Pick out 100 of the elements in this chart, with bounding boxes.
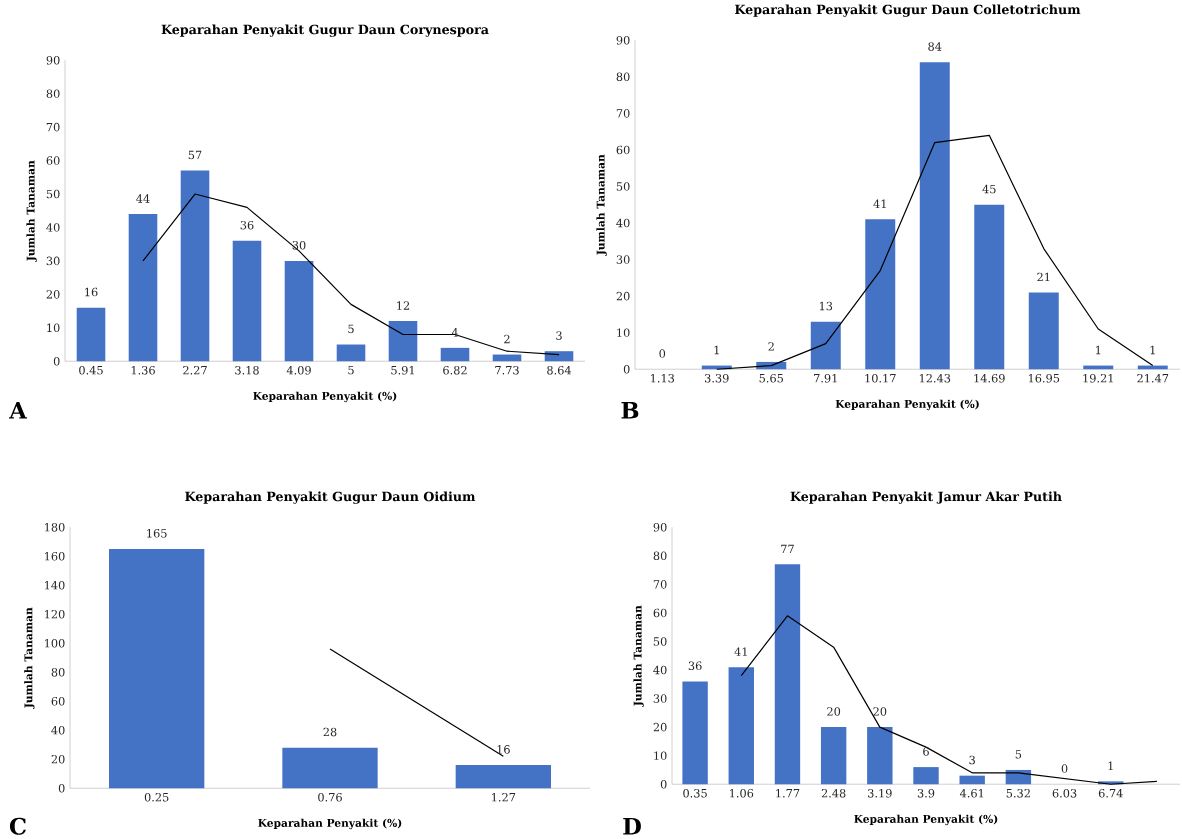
data-label: 21 bbox=[1037, 272, 1050, 281]
x-tick-label: 7.91 bbox=[814, 373, 837, 383]
data-label: 2 bbox=[504, 334, 510, 344]
data-label: 3 bbox=[556, 331, 562, 340]
y-tick-label: 60 bbox=[653, 608, 667, 618]
x-tick-label: 14.69 bbox=[974, 373, 1005, 383]
data-label: 16 bbox=[497, 744, 510, 754]
y-tick-label: 0 bbox=[53, 356, 60, 366]
x-tick-label: 5.32 bbox=[1006, 788, 1030, 798]
x-tick-label: 10.17 bbox=[865, 373, 896, 383]
x-tick-label: 4.61 bbox=[959, 788, 984, 798]
bar bbox=[728, 667, 754, 785]
bar bbox=[682, 681, 708, 785]
text: B bbox=[621, 401, 639, 419]
bar bbox=[128, 213, 158, 362]
data-label: 0 bbox=[1061, 764, 1068, 773]
x-tick-label: 3.19 bbox=[868, 788, 892, 798]
y-axis-title: Jumlah Tanaman bbox=[24, 607, 35, 709]
y-tick-label: 100 bbox=[45, 638, 65, 648]
text: A bbox=[9, 401, 28, 419]
y-tick-label: 10 bbox=[47, 323, 60, 332]
y-axis-title: Jumlah Tanaman bbox=[596, 154, 607, 256]
x-tick-label: 19.21 bbox=[1083, 373, 1113, 383]
y-axis-title: Jumlah Tanaman bbox=[633, 605, 644, 707]
data-label: 57 bbox=[188, 150, 202, 160]
y-tick-label: 20 bbox=[46, 289, 60, 299]
bar bbox=[865, 219, 896, 370]
y-tick-label: 0 bbox=[660, 779, 667, 789]
x-tick-label: 5 bbox=[348, 365, 354, 375]
chart-title: Keparahan Penyakit Gugur Daun Oidium bbox=[185, 491, 476, 504]
x-axis-title: Keparahan Penyakit (%) bbox=[258, 818, 402, 830]
data-label: 2 bbox=[768, 342, 774, 351]
bar bbox=[232, 240, 262, 362]
data-label: 5 bbox=[1015, 750, 1022, 759]
data-label: 1 bbox=[1108, 761, 1113, 770]
y-tick-label: 140 bbox=[45, 580, 65, 590]
y-tick-label: 80 bbox=[51, 667, 65, 677]
x-tick-label: 6.03 bbox=[1052, 788, 1077, 798]
y-tick-label: 20 bbox=[653, 722, 667, 732]
chart-title: Keparahan Penyakit Jamur Akar Putih bbox=[790, 491, 1062, 504]
bar bbox=[388, 320, 418, 362]
y-tick-label: 50 bbox=[616, 182, 630, 191]
data-label: 1 bbox=[714, 345, 719, 355]
y-tick-label: 10 bbox=[617, 328, 630, 337]
x-tick-label: 3.18 bbox=[235, 365, 259, 375]
bar bbox=[913, 766, 939, 785]
x-tick-label: 12.43 bbox=[919, 373, 951, 383]
y-tick-label: 20 bbox=[616, 291, 630, 301]
bar bbox=[820, 727, 847, 785]
data-label: 1 bbox=[1150, 345, 1155, 355]
bar bbox=[774, 564, 801, 785]
data-label: 30 bbox=[292, 240, 306, 250]
y-tick-label: 70 bbox=[46, 122, 60, 132]
bar bbox=[284, 260, 314, 362]
y-tick-label: 70 bbox=[616, 108, 630, 118]
y-tick-label: 40 bbox=[653, 665, 667, 675]
x-tick-label: 5.91 bbox=[391, 365, 415, 375]
y-tick-label: 0 bbox=[58, 783, 65, 793]
data-label: 77 bbox=[781, 544, 794, 553]
bar bbox=[544, 351, 574, 362]
bar bbox=[109, 548, 205, 789]
x-tick-label: 3.9 bbox=[917, 788, 935, 798]
x-tick-label: 0.76 bbox=[318, 792, 342, 802]
data-label: 12 bbox=[397, 301, 410, 310]
y-tick-label: 40 bbox=[616, 218, 630, 228]
bar bbox=[974, 204, 1005, 370]
line-series bbox=[716, 134, 1154, 370]
y-tick-label: 80 bbox=[46, 89, 60, 98]
y-tick-label: 30 bbox=[653, 694, 667, 703]
data-label: 44 bbox=[136, 194, 150, 203]
x-tick-label: 5.65 bbox=[759, 373, 783, 383]
bar bbox=[455, 764, 551, 789]
bar bbox=[76, 307, 106, 362]
x-tick-label: 21.47 bbox=[1137, 373, 1169, 383]
y-tick-label: 60 bbox=[51, 696, 65, 706]
x-axis-title: Keparahan Penyakit (%) bbox=[854, 814, 998, 826]
data-label: 41 bbox=[734, 647, 747, 656]
x-tick-label: 2.48 bbox=[821, 788, 846, 798]
y-tick-label: 160 bbox=[45, 551, 65, 561]
x-tick-label: 0.35 bbox=[683, 788, 707, 798]
data-label: 13 bbox=[819, 301, 833, 311]
chart-title: Keparahan Penyakit Gugur Daun Colletotrichum bbox=[734, 4, 1081, 17]
y-axis-title: Jumlah Tanaman bbox=[26, 160, 37, 262]
data-label: 36 bbox=[688, 661, 702, 670]
bar bbox=[440, 347, 470, 362]
bar bbox=[1028, 292, 1059, 370]
x-tick-label: 0.25 bbox=[144, 792, 169, 802]
y-tick-label: 10 bbox=[654, 751, 667, 760]
bar bbox=[810, 321, 841, 370]
bar bbox=[959, 775, 985, 785]
y-tick-label: 30 bbox=[616, 255, 630, 264]
x-tick-label: 2.27 bbox=[183, 365, 207, 375]
y-tick-label: 50 bbox=[653, 637, 667, 646]
x-tick-label: 3.39 bbox=[705, 373, 729, 383]
y-tick-label: 40 bbox=[51, 725, 65, 735]
data-label: 1 bbox=[1096, 345, 1101, 355]
bar bbox=[336, 344, 366, 362]
x-tick-label: 6.82 bbox=[443, 365, 467, 375]
y-tick-label: 180 bbox=[45, 522, 65, 532]
y-tick-label: 0 bbox=[623, 364, 630, 374]
